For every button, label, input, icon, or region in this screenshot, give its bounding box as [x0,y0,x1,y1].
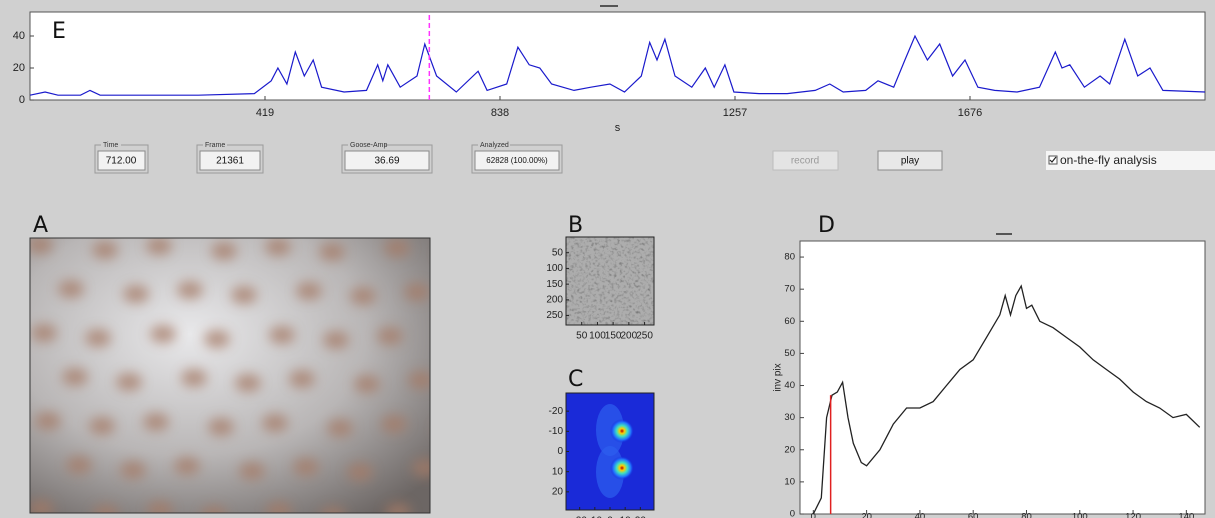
y-tick-label: 70 [784,284,795,295]
autocorrelation-image [566,393,654,510]
x-tick-label: 10 [620,516,632,518]
panel-d-letter: D [818,213,835,238]
y-axis-label: inv pix [773,363,784,391]
y-tick-label: 60 [784,316,795,327]
frame-field[interactable] [199,150,261,171]
image-frame [565,236,655,326]
y-tick-label: 200 [546,294,563,305]
plot-d-area [799,240,1206,515]
goose-amp-group: Goose-Amp 36.69 [341,141,433,174]
y-tick-label: 40 [784,380,795,391]
field-value: 21361 [216,156,244,167]
time-field[interactable] [97,150,146,171]
y-tick-label: 0 [557,446,563,457]
field-value: 712.00 [106,156,137,167]
y-tick-label: 50 [552,247,564,258]
y-tick-label: 20 [13,62,25,74]
plot-e-title-stub [600,5,618,7]
field-label: Analyzed [480,142,509,149]
data-line [29,34,1206,96]
x-tick-label: 0 [607,516,613,518]
data-line [812,284,1201,515]
x-tick-label: -10 [588,516,603,518]
time-group: Time 712.00 [94,141,149,174]
checkbox-label: on-the-fly analysis [1060,153,1157,167]
y-tick-label: 20 [552,486,564,497]
field-label: Goose-Amp [350,142,387,149]
y-tick-label: -20 [549,406,564,417]
y-tick-label: 80 [784,252,795,263]
x-tick-label: 200 [621,331,638,342]
filtered-image [566,237,654,325]
y-tick-label: 0 [790,509,795,518]
y-tick-label: 10 [784,476,795,487]
button-label: play [901,156,919,167]
y-tick-label: 0 [19,94,25,106]
plot-e-area [29,11,1206,101]
image-frame [29,237,431,514]
x-tick-label: -20 [572,516,587,518]
x-tick-label: 100 [1072,512,1088,518]
record-button[interactable]: record [772,150,839,171]
goose-amp-field[interactable] [344,150,430,171]
y-tick-label: 150 [546,279,563,290]
y-tick-label: 50 [784,348,795,359]
panel-a-letter: A [33,213,48,238]
y-tick-label: 30 [784,412,795,423]
x-tick-label: 40 [915,512,926,518]
analyzed-group: Analyzed 62828 (100.00%) [471,141,563,174]
x-tick-label: 1257 [723,107,747,119]
frame-group: Frame 21361 [196,141,264,174]
field-value: 62828 (100.00%) [486,156,548,165]
x-tick-label: 20 [635,516,647,518]
x-tick-label: 0 [811,512,816,518]
field-label: Time [103,142,118,149]
field-label: Frame [205,142,225,149]
x-tick-label: 100 [589,331,606,342]
field-value: 36.69 [374,156,399,167]
panel-c-letter: C [568,367,583,392]
play-button[interactable]: play [877,150,943,171]
panel-b-letter: B [568,213,583,238]
x-tick-label: 419 [256,107,274,119]
x-tick-label: 838 [491,107,509,119]
button-label: record [791,156,819,167]
y-tick-label: 10 [552,466,564,477]
x-tick-label: 250 [636,331,653,342]
x-tick-label: 60 [968,512,979,518]
panel-e-letter: E [52,19,66,44]
x-axis-label: s [615,122,621,134]
skin-image [30,238,430,513]
x-tick-label: 1676 [958,107,982,119]
x-tick-label: 120 [1125,512,1141,518]
x-tick-label: 150 [605,331,622,342]
on-the-fly-checkbox[interactable]: on-the-fly analysis [1046,151,1215,170]
y-tick-label: 100 [546,263,563,274]
x-tick-label: 50 [576,331,588,342]
x-tick-label: 20 [861,512,872,518]
y-tick-label: 250 [546,310,563,321]
y-tick-label: -10 [549,426,564,437]
x-tick-label: 80 [1021,512,1032,518]
analyzed-field[interactable] [474,150,560,171]
x-tick-label: 140 [1178,512,1194,518]
y-tick-label: 20 [784,444,795,455]
plot-d-title-stub [996,233,1012,235]
y-tick-label: 40 [13,30,25,42]
